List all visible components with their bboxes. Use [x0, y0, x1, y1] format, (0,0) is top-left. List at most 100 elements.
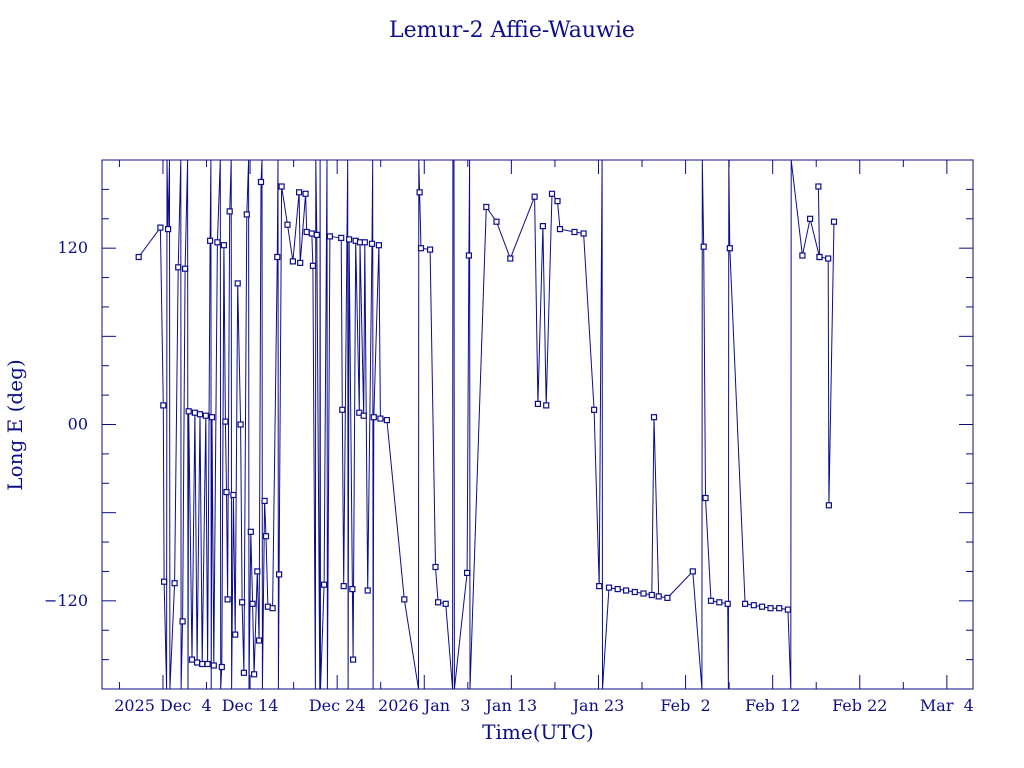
data-point	[531, 193, 538, 200]
data-point	[767, 605, 774, 612]
data-point	[435, 599, 442, 606]
x-tick-label: Jan 13	[484, 696, 538, 715]
data-point	[776, 605, 783, 612]
data-point	[590, 406, 598, 413]
data-point	[204, 660, 211, 668]
x-tick-label: Dec 14	[222, 696, 279, 715]
data-point	[234, 280, 241, 287]
y-tick-label: −120	[44, 591, 88, 610]
data-point	[815, 183, 822, 190]
data-point	[464, 569, 471, 577]
data-point	[321, 581, 328, 588]
data-point	[222, 418, 229, 425]
data-point	[182, 265, 189, 272]
x-tick-label: Jan 23	[571, 696, 625, 715]
data-point	[313, 231, 320, 238]
data-point	[243, 211, 250, 218]
data-point	[702, 494, 709, 502]
data-point	[360, 412, 367, 419]
x-tick-label: Mar 4	[920, 696, 974, 715]
data-point	[724, 600, 731, 607]
data-point	[707, 597, 715, 604]
chart-title: Lemur-2 Affie-Wauwie	[389, 18, 635, 43]
data-point	[571, 228, 578, 236]
data-point	[631, 588, 638, 596]
x-tick-label: 2025 Dec 4	[114, 696, 211, 715]
data-point	[254, 568, 261, 575]
data-point	[226, 208, 233, 215]
data-point	[161, 578, 168, 585]
series-layer	[135, 160, 838, 689]
data-point	[214, 239, 221, 246]
x-axis-label: Time(UTC)	[482, 720, 594, 744]
x-tick-label: Feb 2	[660, 696, 710, 715]
data-point	[135, 253, 142, 261]
data-point	[648, 591, 655, 599]
data-point	[825, 255, 832, 262]
data-point	[350, 656, 357, 663]
data-point	[548, 190, 556, 197]
data-point	[278, 183, 285, 190]
data-point	[269, 605, 276, 612]
data-point	[416, 189, 423, 196]
data-point	[364, 587, 371, 594]
data-point	[257, 178, 265, 186]
data-point	[370, 414, 377, 421]
data-point	[339, 406, 346, 413]
data-point	[247, 528, 254, 535]
data-point	[655, 593, 662, 600]
data-point	[185, 408, 192, 415]
data-point	[507, 255, 514, 262]
data-point	[224, 596, 231, 603]
data-point	[232, 631, 239, 638]
data-point	[825, 502, 833, 509]
data-point	[375, 242, 382, 249]
data-point	[580, 230, 587, 237]
data-point	[326, 233, 333, 240]
data-point	[614, 585, 621, 593]
x-tick-label: Feb 22	[832, 696, 887, 715]
data-point	[689, 568, 696, 575]
data-point	[383, 417, 390, 424]
data-point	[157, 224, 164, 231]
data-point	[750, 602, 757, 609]
data-point	[223, 489, 230, 496]
data-point	[237, 421, 244, 428]
y-axis: −120 00 120	[44, 188, 973, 661]
data-point	[543, 402, 550, 409]
data-point	[338, 234, 345, 241]
data-point	[622, 587, 630, 594]
data-point	[758, 603, 766, 610]
data-point	[556, 226, 564, 233]
data-point	[427, 246, 434, 253]
data-point	[256, 637, 263, 644]
data-point	[274, 253, 281, 261]
data-point	[361, 239, 368, 246]
data-point	[605, 584, 613, 591]
data-point	[377, 415, 384, 422]
data-point	[171, 580, 178, 587]
data-point	[401, 596, 408, 603]
data-point	[296, 189, 303, 196]
y-tick-label: 00	[68, 415, 88, 434]
data-point	[596, 582, 603, 590]
data-point	[716, 599, 723, 606]
data-point	[700, 243, 707, 250]
data-point	[175, 264, 182, 271]
data-point	[262, 533, 270, 540]
data-point	[179, 618, 186, 625]
data-point	[368, 240, 376, 247]
data-point	[650, 414, 658, 421]
data-point	[303, 228, 310, 236]
data-point	[799, 252, 806, 259]
data-point	[741, 600, 749, 607]
x-tick-label: Feb 12	[745, 696, 800, 715]
data-point	[188, 656, 196, 663]
data-point	[534, 400, 542, 407]
x-tick-label: Dec 24	[309, 696, 366, 715]
data-point	[308, 230, 315, 237]
data-point	[640, 590, 647, 597]
x-axis: 2025 Dec 4 Dec 14 Dec 24 2026 Jan 3 Jan 13 Ja…	[114, 160, 974, 715]
data-point	[493, 218, 500, 225]
